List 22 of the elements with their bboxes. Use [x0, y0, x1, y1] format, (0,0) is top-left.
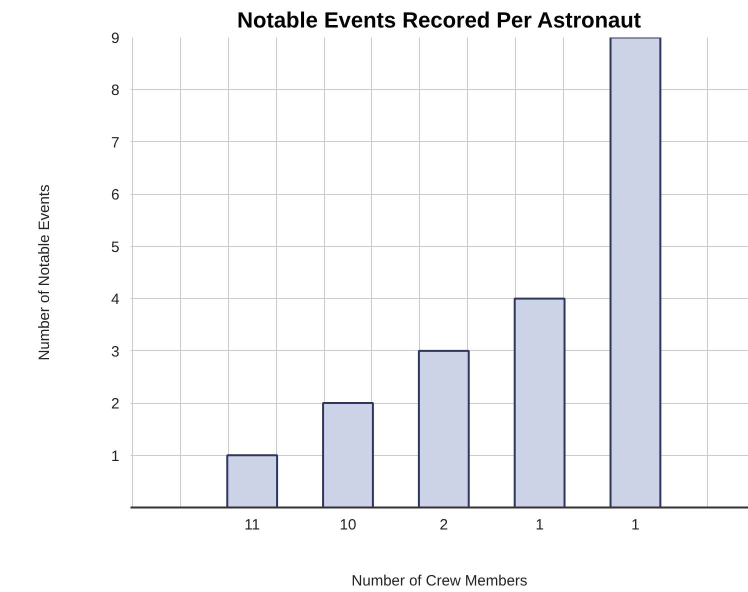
- bar: [418, 350, 470, 508]
- chart-title: Notable Events Recored Per Astronaut: [237, 8, 642, 32]
- bar: [322, 402, 374, 508]
- y-tick-label: 6: [111, 186, 120, 204]
- bar: [514, 298, 566, 508]
- y-tick-label: 9: [111, 30, 120, 47]
- x-tick-label: 10: [340, 516, 356, 534]
- y-tick-label: 3: [111, 343, 120, 360]
- bar: [226, 454, 278, 508]
- y-tick-label: 4: [111, 291, 120, 308]
- y-tick-label: 5: [111, 238, 120, 256]
- y-axis-title: Number of Notable Events: [36, 184, 54, 360]
- y-tick-label: 1: [111, 448, 120, 465]
- y-tick-label: 7: [111, 134, 120, 152]
- x-axis-title: Number of Crew Members: [352, 572, 528, 590]
- y-tick-label: 8: [111, 82, 120, 100]
- x-tick-label: 1: [535, 516, 544, 534]
- bar: [610, 38, 662, 508]
- x-tick-label: 11: [244, 516, 260, 534]
- x-tick-label: 1: [631, 516, 640, 534]
- y-tick-label: 2: [111, 396, 120, 413]
- x-tick-label: 2: [440, 516, 448, 534]
